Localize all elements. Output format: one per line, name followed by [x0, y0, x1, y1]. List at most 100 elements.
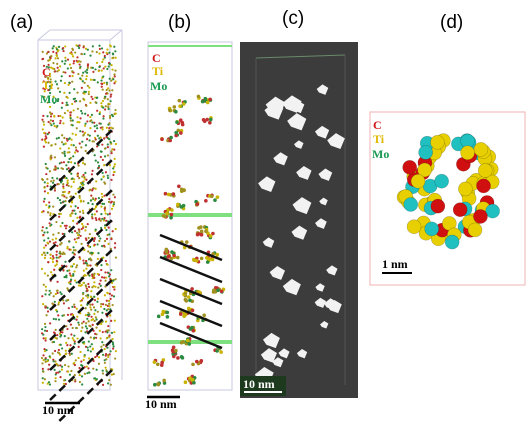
atom: [204, 229, 208, 233]
atom: [46, 178, 48, 180]
atom: [461, 146, 475, 160]
atom: [60, 225, 62, 227]
atom: [111, 294, 113, 296]
atom: [81, 383, 83, 385]
atom: [100, 150, 102, 152]
atom: [115, 143, 117, 145]
atom: [208, 121, 212, 125]
atom: [65, 383, 67, 385]
atom: [50, 158, 52, 160]
atom: [83, 270, 85, 272]
atom: [96, 51, 98, 53]
atom: [66, 328, 68, 330]
atom: [69, 137, 71, 139]
atom: [113, 140, 115, 142]
atom: [46, 231, 48, 233]
atom: [68, 147, 70, 149]
atom: [403, 160, 417, 174]
atom: [166, 311, 170, 315]
atom: [46, 330, 48, 332]
atom: [48, 381, 50, 383]
atom: [108, 127, 110, 129]
atom: [57, 197, 59, 199]
atom: [64, 112, 66, 114]
atom: [83, 200, 85, 202]
atom: [72, 210, 74, 212]
atom: [67, 110, 69, 112]
atom: [104, 108, 106, 110]
atom: [71, 177, 73, 179]
atom: [57, 67, 59, 69]
atom: [84, 331, 86, 333]
atom: [57, 232, 59, 234]
atom: [107, 354, 109, 356]
atom: [106, 371, 108, 373]
atom: [63, 153, 65, 155]
atom: [60, 334, 62, 336]
atom: [104, 294, 106, 296]
atom: [109, 314, 111, 316]
atom: [70, 370, 72, 372]
atom: [114, 196, 116, 198]
atom: [57, 115, 59, 117]
atom: [97, 298, 99, 300]
atom: [100, 337, 102, 339]
atom: [63, 137, 65, 139]
atom: [200, 359, 204, 363]
atom: [468, 223, 482, 237]
atom: [85, 150, 87, 152]
atom: [92, 140, 94, 142]
atom: [110, 269, 112, 271]
atom: [68, 269, 70, 271]
atom: [177, 184, 181, 188]
atom: [64, 225, 66, 227]
atom: [107, 272, 109, 274]
atom: [170, 208, 174, 212]
atom: [43, 231, 45, 233]
atom: [64, 57, 66, 59]
atom: [71, 48, 73, 50]
atom: [49, 212, 51, 214]
atom: [89, 325, 91, 327]
atom: [105, 260, 107, 262]
atom: [169, 216, 173, 220]
atom: [73, 62, 75, 64]
atom: [90, 336, 92, 338]
atom: [84, 229, 86, 231]
atom: [49, 57, 51, 59]
atom: [47, 274, 49, 276]
atom: [92, 45, 94, 47]
atom: [87, 367, 89, 369]
atom: [57, 351, 59, 353]
atom: [47, 310, 49, 312]
atom: [86, 264, 88, 266]
atom: [167, 193, 171, 197]
atom: [115, 57, 117, 59]
atom: [105, 277, 107, 279]
atom: [105, 171, 107, 173]
atom: [110, 45, 112, 47]
atom: [411, 174, 425, 188]
atom: [209, 118, 213, 122]
atom: [93, 306, 95, 308]
atom: [179, 118, 183, 122]
atom: [61, 194, 63, 196]
atom: [110, 64, 112, 66]
atom: [97, 161, 99, 163]
atom: [55, 318, 57, 320]
atom: [62, 47, 64, 49]
atom: [94, 213, 96, 215]
atom: [59, 364, 61, 366]
atom: [69, 114, 71, 116]
atom: [108, 303, 110, 305]
atom: [78, 256, 80, 258]
atom: [47, 51, 49, 53]
atom: [108, 89, 110, 91]
atom: [45, 339, 47, 341]
atom: [69, 272, 71, 274]
atom: [78, 121, 80, 123]
atom: [52, 62, 54, 64]
atom: [195, 360, 199, 364]
atom: [174, 131, 178, 135]
atom: [54, 337, 56, 339]
